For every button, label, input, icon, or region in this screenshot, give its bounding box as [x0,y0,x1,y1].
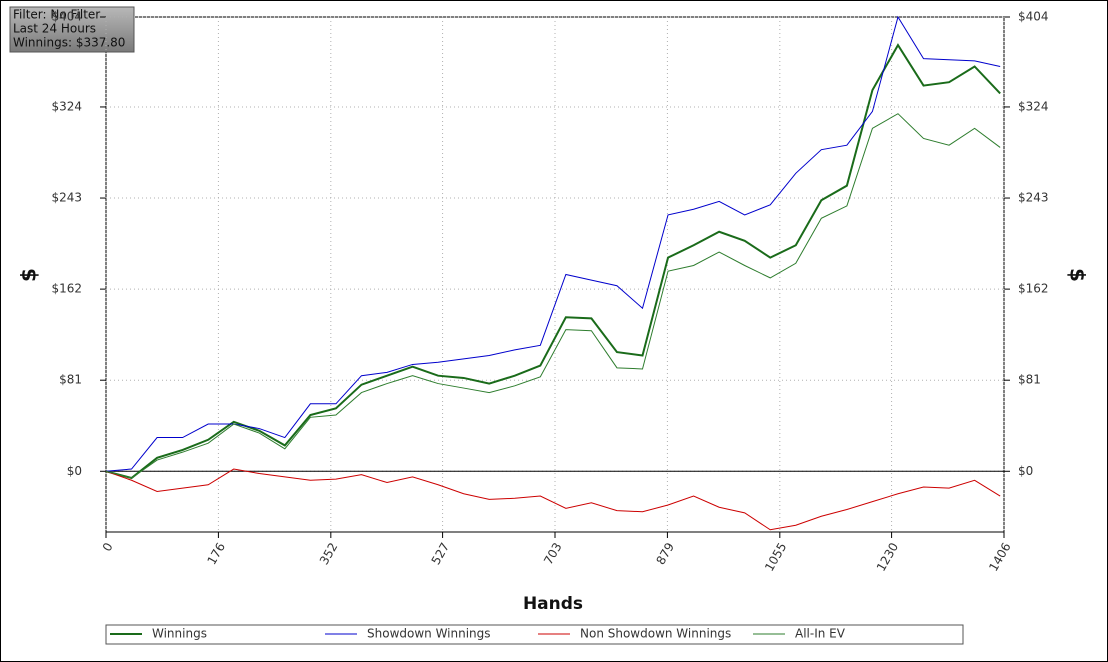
y-tick-label: $0 [67,464,82,478]
series-line [105,468,1001,531]
y-tick-label: $243 [51,191,82,205]
y2-tick-label: $81 [1018,373,1041,387]
y-axis-label: $ [17,268,41,282]
series-line [105,15,1001,472]
y2-tick-label: $404 [1018,10,1049,24]
y-tick-label: $404 [51,10,82,24]
legend-label: Non Showdown Winnings [580,627,731,641]
legend [105,624,964,645]
series-line [105,113,1001,479]
y2-tick-label: $243 [1018,191,1049,205]
y-tick-label: $162 [51,282,82,296]
y-tick-label: $324 [51,99,82,113]
info-text: Winnings: $337.80 [13,36,125,50]
legend-label: Showdown Winnings [367,627,491,641]
x-axis-label: Hands [523,594,583,614]
y2-axis-label: $ [1066,268,1090,282]
y-tick-label: $81 [59,373,82,387]
series-line [105,43,1001,480]
legend-label: Winnings [152,627,207,641]
info-text: Filter: No Filter [13,8,100,22]
legend-label: All-In EV [795,627,846,641]
info-box [9,6,135,53]
y2-tick-label: $324 [1018,99,1049,113]
info-text: Last 24 Hours [13,22,96,36]
y2-tick-label: $162 [1018,282,1049,296]
y2-tick-label: $0 [1018,464,1033,478]
